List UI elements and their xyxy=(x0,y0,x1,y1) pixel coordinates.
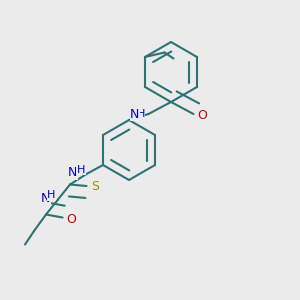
Text: H: H xyxy=(47,190,56,200)
Text: O: O xyxy=(66,212,76,226)
Text: H: H xyxy=(136,109,145,119)
Text: H: H xyxy=(76,164,85,175)
Text: N: N xyxy=(41,191,50,205)
Text: O: O xyxy=(197,109,207,122)
Text: N: N xyxy=(68,166,77,179)
Text: N: N xyxy=(130,107,140,121)
Text: S: S xyxy=(91,179,99,193)
